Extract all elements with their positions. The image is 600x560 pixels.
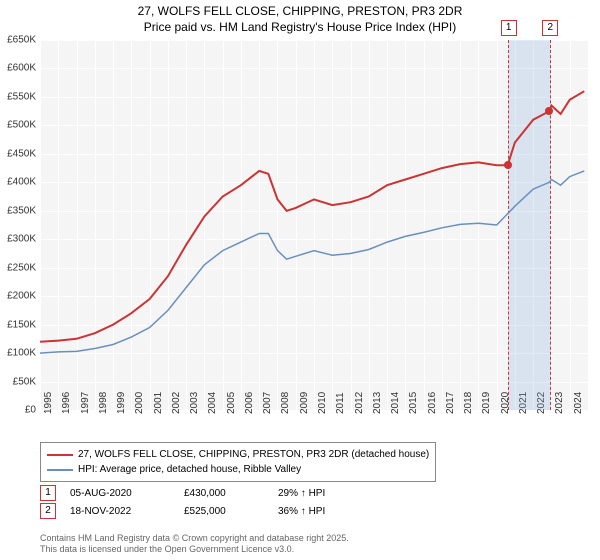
legend-label: HPI: Average price, detached house, Ribb… xyxy=(78,462,301,477)
sale-marker-dot xyxy=(504,161,512,169)
sale-row: 2 18-NOV-2022 £525,000 36% ↑ HPI xyxy=(40,502,358,520)
legend-row: 27, WOLFS FELL CLOSE, CHIPPING, PRESTON,… xyxy=(47,447,429,462)
y-axis-label: £650K xyxy=(7,35,36,46)
y-axis-label: £450K xyxy=(7,148,36,159)
sale-marker: 2 xyxy=(40,503,56,519)
legend: 27, WOLFS FELL CLOSE, CHIPPING, PRESTON,… xyxy=(40,442,436,482)
y-axis-label: £550K xyxy=(7,91,36,102)
footer-line-2: This data is licensed under the Open Gov… xyxy=(40,544,349,556)
y-axis-label: £500K xyxy=(7,120,36,131)
y-axis-label: £150K xyxy=(7,319,36,330)
legend-swatch xyxy=(47,469,73,471)
legend-swatch xyxy=(47,454,73,456)
line-layer xyxy=(40,40,588,410)
y-axis-label: £50K xyxy=(13,376,36,387)
sale-marker-label: 2 xyxy=(542,20,558,36)
y-axis-label: £100K xyxy=(7,348,36,359)
sale-marker-label: 1 xyxy=(501,20,517,36)
sale-marker: 1 xyxy=(40,485,56,501)
footer-line-1: Contains HM Land Registry data © Crown c… xyxy=(40,533,349,545)
title-line-1: 27, WOLFS FELL CLOSE, CHIPPING, PRESTON,… xyxy=(0,4,600,20)
sale-price: £430,000 xyxy=(184,488,264,499)
sale-marker-dot xyxy=(545,107,553,115)
series-hpi xyxy=(40,171,584,353)
chart-container: 27, WOLFS FELL CLOSE, CHIPPING, PRESTON,… xyxy=(0,0,600,560)
sales-table: 1 05-AUG-2020 £430,000 29% ↑ HPI 2 18-NO… xyxy=(40,484,358,520)
legend-row: HPI: Average price, detached house, Ribb… xyxy=(47,462,429,477)
y-axis-label: £300K xyxy=(7,234,36,245)
y-axis-label: £600K xyxy=(7,63,36,74)
y-axis-label: £250K xyxy=(7,262,36,273)
sale-date: 05-AUG-2020 xyxy=(70,488,170,499)
y-axis-label: £350K xyxy=(7,205,36,216)
footer: Contains HM Land Registry data © Crown c… xyxy=(40,533,349,556)
sale-date: 18-NOV-2022 xyxy=(70,506,170,517)
y-axis-label: £200K xyxy=(7,291,36,302)
sale-price: £525,000 xyxy=(184,506,264,517)
sale-row: 1 05-AUG-2020 £430,000 29% ↑ HPI xyxy=(40,484,358,502)
series-price-paid xyxy=(40,91,584,342)
y-axis-label: £0 xyxy=(25,405,36,416)
plot-area: £0£50K£100K£150K£200K£250K£300K£350K£400… xyxy=(40,40,588,410)
sale-pct: 36% ↑ HPI xyxy=(278,506,358,517)
sale-pct: 29% ↑ HPI xyxy=(278,488,358,499)
y-axis-label: £400K xyxy=(7,177,36,188)
legend-label: 27, WOLFS FELL CLOSE, CHIPPING, PRESTON,… xyxy=(78,447,429,462)
